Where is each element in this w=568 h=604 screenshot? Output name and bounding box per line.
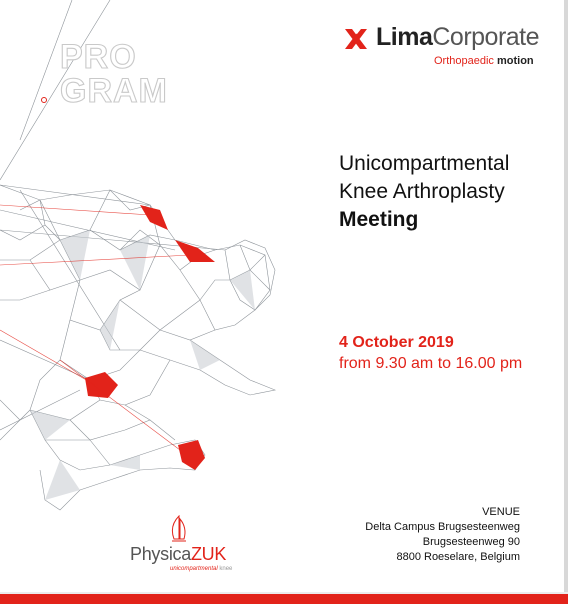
logo-brand-bold: Lima [376, 23, 433, 51]
physica-subline: unicompartmental knee [170, 566, 232, 572]
meeting-title: Unicompartmental Knee Arthroplasty Meeti… [339, 150, 509, 234]
event-time: from 9.30 am to 16.00 pm [339, 355, 523, 372]
logo-brand-light: Corporate [432, 23, 540, 51]
program-watermark: PRO GRAM [59, 38, 168, 110]
bottom-divider [0, 592, 568, 594]
lima-x-logo-icon [345, 29, 367, 49]
program-line-1: PRO [59, 38, 137, 76]
logo-wordmark: LimaCorporate [376, 23, 540, 52]
physica-sail-icon [171, 515, 186, 542]
page-edge-shadow [564, 0, 568, 604]
physica-sub-b: knee [219, 566, 233, 572]
venue-line-1: Delta Campus Brugsesteenweg [365, 521, 520, 533]
logo-tagline-prefix: Orthopaedic [434, 55, 497, 67]
lima-corporate-logo: LimaCorporate Orthopaedic motion [342, 23, 542, 75]
physica-sub-a: unicompartmental [170, 566, 218, 572]
program-line-2: GRAM [59, 72, 168, 110]
title-line-1: Unicompartmental [339, 152, 510, 175]
venue-line-2: Brugsesteenweg 90 [422, 536, 520, 548]
venue-block: VENUE Delta Campus Brugsesteenweg Brugse… [365, 505, 520, 565]
bottom-accent-bar [0, 594, 568, 604]
logo-tagline: Orthopaedic motion [434, 55, 534, 67]
physica-wordmark: PhysicaZUK [130, 544, 226, 565]
title-line-3: Meeting [339, 208, 419, 231]
event-datetime: 4 October 2019 from 9.30 am to 16.00 pm [339, 332, 522, 374]
physica-name-b: ZUK [190, 544, 227, 564]
physica-name-a: Physica [130, 544, 191, 564]
venue-heading: VENUE [482, 506, 520, 518]
logo-tagline-bold: motion [496, 55, 534, 67]
event-date: 4 October 2019 [339, 334, 454, 351]
physica-zuk-logo: PhysicaZUK unicompartmental knee [130, 515, 290, 580]
low-poly-runner-figure [0, 0, 277, 511]
title-line-2: Knee Arthroplasty [339, 180, 505, 203]
venue-line-3: 8800 Roeselare, Belgium [396, 551, 520, 563]
